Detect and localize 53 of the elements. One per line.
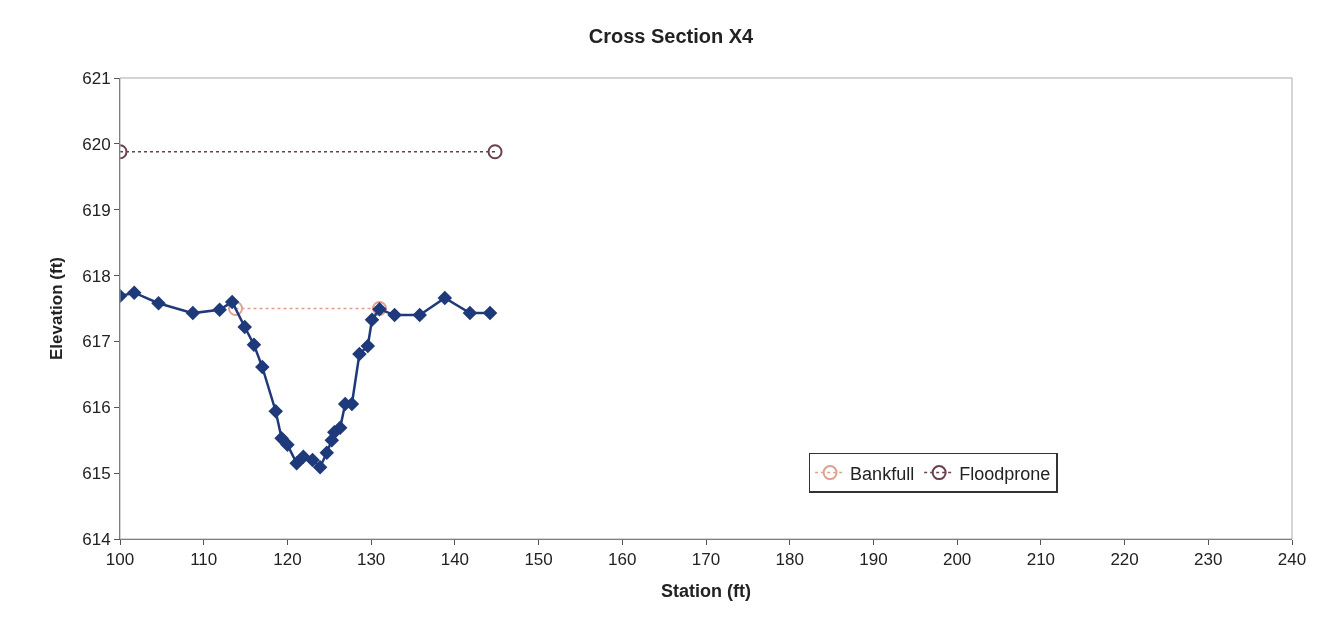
x-tick-label: 150 — [524, 550, 553, 570]
y-tick-label: 619 — [82, 200, 111, 220]
point — [333, 420, 348, 435]
x-tick-label: 230 — [1194, 550, 1223, 570]
point — [280, 437, 295, 452]
point — [289, 456, 304, 471]
x-tick-label: 220 — [1110, 550, 1139, 570]
point — [225, 295, 240, 309]
point — [185, 306, 200, 320]
legend-label: Bankfull — [850, 463, 915, 484]
point — [228, 301, 244, 316]
point — [437, 291, 452, 305]
x-tick-label: 160 — [608, 550, 637, 570]
point — [360, 339, 375, 353]
point — [127, 285, 142, 300]
point — [483, 306, 497, 320]
y-tick-label: 621 — [82, 68, 111, 88]
x-tick-label: 110 — [190, 550, 218, 570]
x-tick-label: 100 — [105, 550, 135, 570]
x-tick-label: 180 — [775, 550, 804, 570]
point — [365, 312, 379, 327]
y-tick-label: 618 — [82, 266, 111, 286]
point — [151, 296, 166, 311]
x-tick-label: 210 — [1026, 550, 1056, 570]
point — [237, 320, 252, 334]
y-tick-label: 617 — [82, 332, 111, 352]
point — [255, 360, 270, 374]
chart-title: Cross Section X4 — [588, 24, 755, 47]
x-tick-label: 140 — [440, 550, 470, 570]
x-tick-label: 190 — [859, 550, 888, 570]
point — [212, 302, 227, 317]
point — [412, 308, 427, 322]
x-tick-label: 130 — [356, 550, 386, 570]
y-tick-label: 620 — [82, 134, 111, 154]
legend-label: Floodprone — [959, 463, 1051, 484]
point — [352, 347, 367, 361]
y-tick-label: 616 — [82, 398, 111, 418]
point — [463, 306, 477, 320]
x-tick-label: 170 — [691, 550, 721, 570]
x-axis-title: Station (ft) — [661, 580, 751, 601]
point — [319, 445, 334, 460]
point — [313, 460, 327, 475]
y-axis-title: Elevation (ft) — [46, 257, 66, 360]
point — [296, 449, 311, 464]
y-tick-label: 614 — [82, 529, 111, 549]
y-tick-label: 615 — [82, 464, 111, 484]
point — [247, 337, 261, 352]
point — [268, 404, 283, 419]
x-tick-label: 200 — [942, 550, 972, 570]
point — [305, 453, 320, 467]
x-tick-label: 240 — [1277, 550, 1307, 570]
x-tick-label: 120 — [273, 550, 302, 570]
point — [387, 308, 402, 322]
